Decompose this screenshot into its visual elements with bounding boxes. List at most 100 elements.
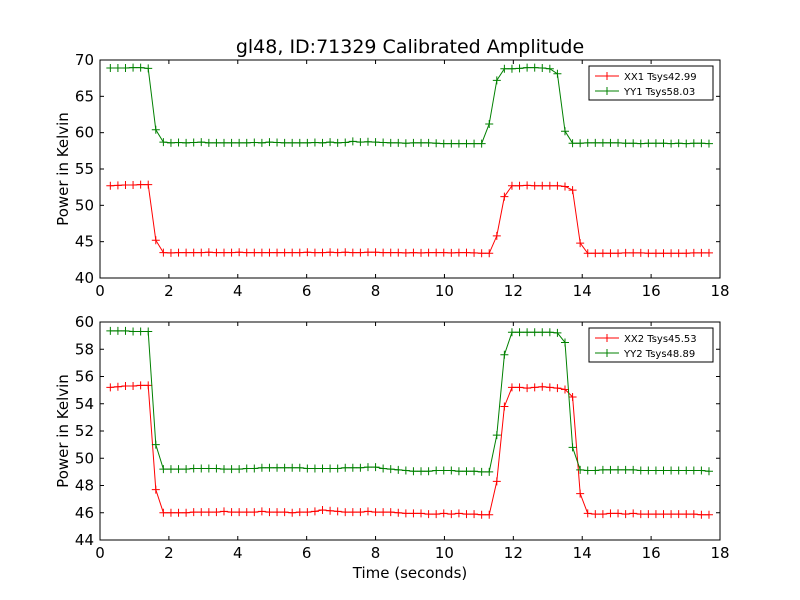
bottom-series-0-point <box>129 382 138 391</box>
top-series-1-point <box>341 138 350 147</box>
bottom-series-0-point <box>636 510 645 519</box>
top-x-tick-label: 14 <box>573 282 592 300</box>
top-series-1-point <box>273 138 282 147</box>
top-series-0-point <box>318 248 327 257</box>
top-series-1-point <box>257 138 266 147</box>
top-series-1-point <box>295 138 304 147</box>
bottom-series-0-point <box>614 509 623 518</box>
bottom-series-1-point <box>674 466 683 475</box>
bottom-series-0-point <box>379 508 388 517</box>
bottom-series-0-point <box>303 508 312 517</box>
bottom-series-1-point <box>477 467 486 476</box>
bottom-series-0-point <box>189 508 198 517</box>
top-series-0-point <box>250 248 259 257</box>
top-series-1-point <box>447 139 456 148</box>
top-series-1-point <box>477 139 486 148</box>
bottom-series-1-point <box>576 465 585 474</box>
top-series-1-point <box>462 139 471 148</box>
bottom-series-1-point <box>530 328 539 337</box>
top-y-tick-label: 50 <box>75 196 94 214</box>
top-series-0-point <box>174 248 183 257</box>
bottom-series-0-point <box>121 382 130 391</box>
bottom-series-1-point <box>704 467 713 476</box>
top-series-1-point <box>598 138 607 147</box>
bottom-series-0-point <box>492 477 501 486</box>
bottom-series-1-point <box>166 465 175 474</box>
bottom-series-1-point <box>129 327 138 336</box>
top-series-0-point <box>280 248 289 257</box>
top-series-0-point <box>674 249 683 258</box>
bottom-series-1-point <box>106 326 115 335</box>
top-series-0-point <box>485 249 494 258</box>
bottom-series-1-point <box>697 466 706 475</box>
bottom-series-0-point <box>462 510 471 519</box>
top-series-1-point <box>417 138 426 147</box>
bottom-series-0-point <box>621 510 630 519</box>
top-series-1-point <box>113 63 122 72</box>
bottom-series-1-point <box>568 443 577 452</box>
top-series-0-point <box>545 181 554 190</box>
bottom-x-tick-label: 4 <box>233 544 243 562</box>
bottom-series-0-point <box>151 485 160 494</box>
bottom-x-tick-label: 12 <box>504 544 523 562</box>
top-series-0-point <box>182 248 191 257</box>
top-series-0-point <box>598 249 607 258</box>
top-legend-marker-1 <box>603 87 611 95</box>
top-series-0-point <box>538 181 547 190</box>
top-series-0-point <box>507 181 516 190</box>
top-series-1-point <box>439 139 448 148</box>
bottom-series-1-point <box>326 464 335 473</box>
top-y-tick-label: 45 <box>75 233 94 251</box>
bottom-series-1-point <box>273 463 282 472</box>
top-series-0-point <box>363 248 372 257</box>
bottom-series-0-point <box>401 509 410 518</box>
bottom-series-1-point <box>394 465 403 474</box>
bottom-series-1-point <box>250 464 259 473</box>
bottom-series-1-point <box>523 328 532 337</box>
top-series-0-point <box>644 249 653 258</box>
bottom-series-1-point <box>553 328 562 337</box>
top-series-1-point <box>492 76 501 85</box>
bottom-series-1-point <box>348 463 357 472</box>
bottom-series-0-point <box>386 508 395 517</box>
bottom-x-tick-label: 2 <box>164 544 174 562</box>
bottom-series-0-point <box>644 510 653 519</box>
top-y-tick-label: 65 <box>75 87 94 105</box>
bottom-series-0-point <box>470 510 479 519</box>
top-series-0-point <box>273 248 282 257</box>
bottom-series-0-point <box>295 508 304 517</box>
top-series-1-point <box>583 138 592 147</box>
top-series-0-point <box>121 180 130 189</box>
bottom-series-1-point <box>636 466 645 475</box>
top-series-1-point <box>220 138 228 147</box>
top-series-1-point <box>629 139 638 148</box>
top-series-0-point <box>621 248 630 257</box>
bottom-series-0-point <box>598 510 607 519</box>
bottom-series-0-point <box>144 381 153 390</box>
bottom-x-tick-label: 6 <box>302 544 312 562</box>
bottom-series-1-point <box>614 465 623 474</box>
bottom-legend-marker-0 <box>603 334 611 342</box>
bottom-series-1-point <box>454 467 463 476</box>
bottom-series-1-point <box>151 440 160 449</box>
top-series-1-point <box>288 138 297 147</box>
bottom-series-1-point <box>159 465 168 474</box>
top-series-0-point <box>333 248 342 257</box>
top-x-tick-label: 18 <box>710 282 729 300</box>
top-series-0-point <box>356 248 365 257</box>
top-series-1-point <box>576 139 585 148</box>
top-series-1-point <box>348 137 357 146</box>
top-series-1-point <box>386 138 395 147</box>
bottom-series-0-point <box>326 506 335 515</box>
top-series-1-point <box>621 139 630 148</box>
top-series-1-point <box>553 69 562 78</box>
top-series-0-point <box>651 249 660 258</box>
bottom-series-1-point <box>318 464 327 473</box>
top-series-0-point <box>432 248 441 257</box>
top-series-0-point <box>341 248 350 257</box>
bottom-series-0-point <box>454 509 463 518</box>
bottom-series-0-point <box>113 382 122 391</box>
bottom-series-1-point <box>598 465 607 474</box>
top-series-1-point <box>568 139 577 148</box>
bottom-legend-label-1: YY2 Tsys48.89 <box>623 349 695 360</box>
